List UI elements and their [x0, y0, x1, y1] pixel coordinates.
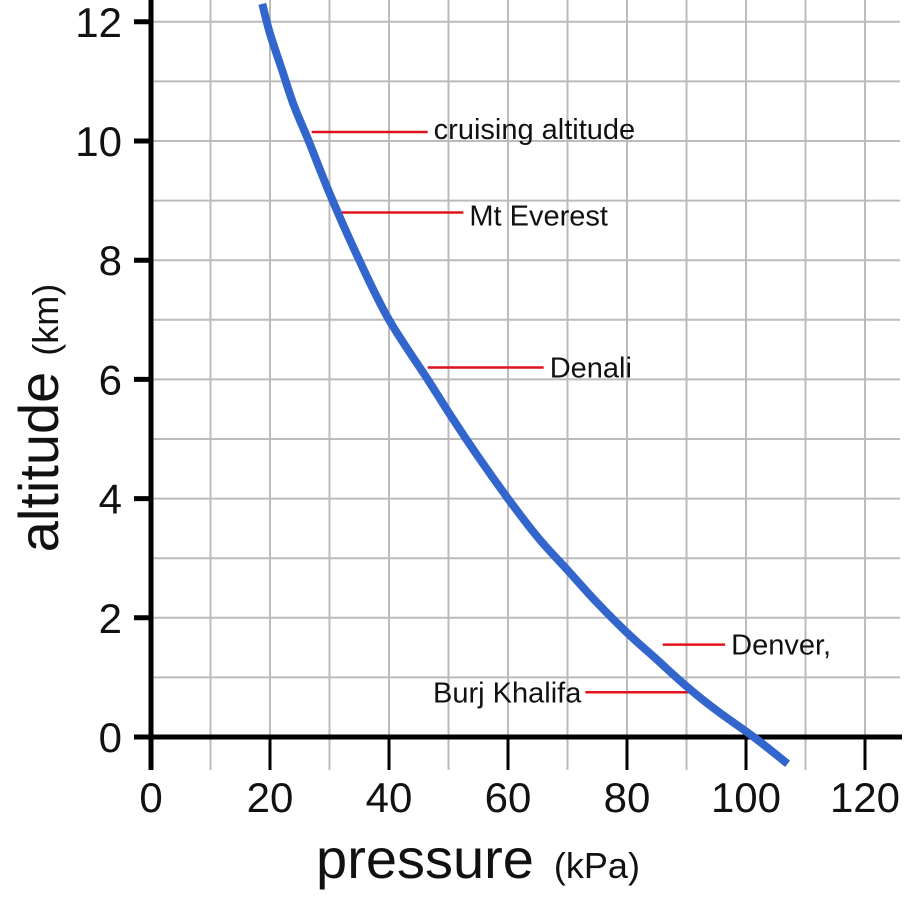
annotations: cruising altitude Mt Everest Denali Denver,… — [311, 114, 831, 709]
x-tick-label: 120 — [830, 774, 900, 821]
x-tick-label: 80 — [604, 774, 651, 821]
y-tick-label: 12 — [75, 0, 122, 46]
y-tick-label: 0 — [99, 714, 122, 761]
annotation-label: cruising altitude — [434, 114, 636, 146]
x-tick-label: 20 — [247, 774, 294, 821]
y-tick-label: 8 — [99, 237, 122, 284]
x-tick-label: 60 — [485, 774, 532, 821]
x-axis-title: pressure (kPa) — [316, 827, 640, 890]
pressure-altitude-curve — [258, 2, 791, 767]
x-axis-title-main: pressure — [316, 827, 534, 890]
x-tick-label: 100 — [711, 774, 781, 821]
y-axis-title: altitude (km) — [7, 284, 70, 553]
annotation-label: Denver, — [731, 630, 831, 662]
y-tick-label: 2 — [99, 595, 122, 642]
x-axis-title-unit: (kPa) — [554, 845, 640, 886]
grid — [151, 0, 900, 770]
y-tick-label: 10 — [75, 118, 122, 165]
annotation-label: Mt Everest — [469, 201, 608, 233]
annotation-label: Denali — [550, 352, 632, 384]
y-tick-label: 4 — [99, 476, 122, 523]
x-tick-label: 0 — [139, 774, 162, 821]
x-tick-label: 40 — [366, 774, 413, 821]
annotation-label: Burj Khalifa — [433, 677, 582, 709]
y-tick-label: 6 — [99, 356, 122, 403]
axes — [134, 0, 902, 770]
y-axis-title-main: altitude — [7, 372, 70, 553]
y-axis-title-unit: (km) — [25, 284, 66, 356]
series-group — [258, 2, 791, 767]
